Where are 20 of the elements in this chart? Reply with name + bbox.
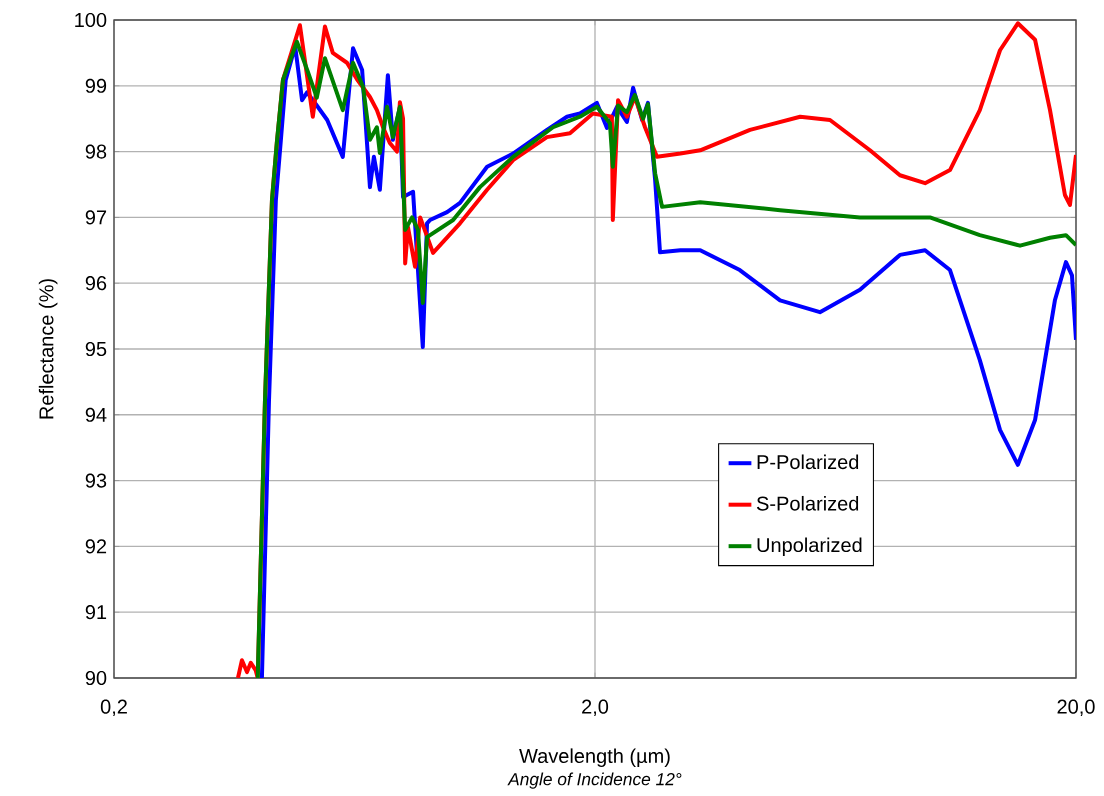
y-tick-label: 92 [85, 539, 107, 554]
y-tick-label: 90 [85, 670, 107, 686]
legend-label: S-Polarized [756, 495, 859, 511]
legend-label: Unpolarized [757, 537, 862, 557]
x-axis-title: Wavelength (µm) [519, 748, 670, 768]
y-tick-label: 100 [75, 12, 107, 28]
y-tick-label: 96 [85, 276, 107, 291]
x-tick-label: 2,0 [582, 699, 609, 717]
text: Angle of Incidence 12° [507, 772, 682, 789]
y-tick-label: 98 [85, 144, 107, 159]
x-tick-label: 20,0 [1057, 699, 1095, 717]
y-tick-label: 99 [85, 78, 107, 93]
y-tick-label: 97 [85, 210, 107, 225]
y-tick-label: 93 [85, 473, 107, 488]
y-tick-label: 94 [85, 407, 107, 422]
y-tick-label: 91 [85, 605, 107, 620]
x-tick-label: 0,2 [100, 699, 127, 717]
legend-label: P-Polarized [757, 454, 859, 470]
y-tick-label: 95 [85, 341, 107, 357]
y-axis-title: Reflectance (%) [38, 279, 58, 419]
